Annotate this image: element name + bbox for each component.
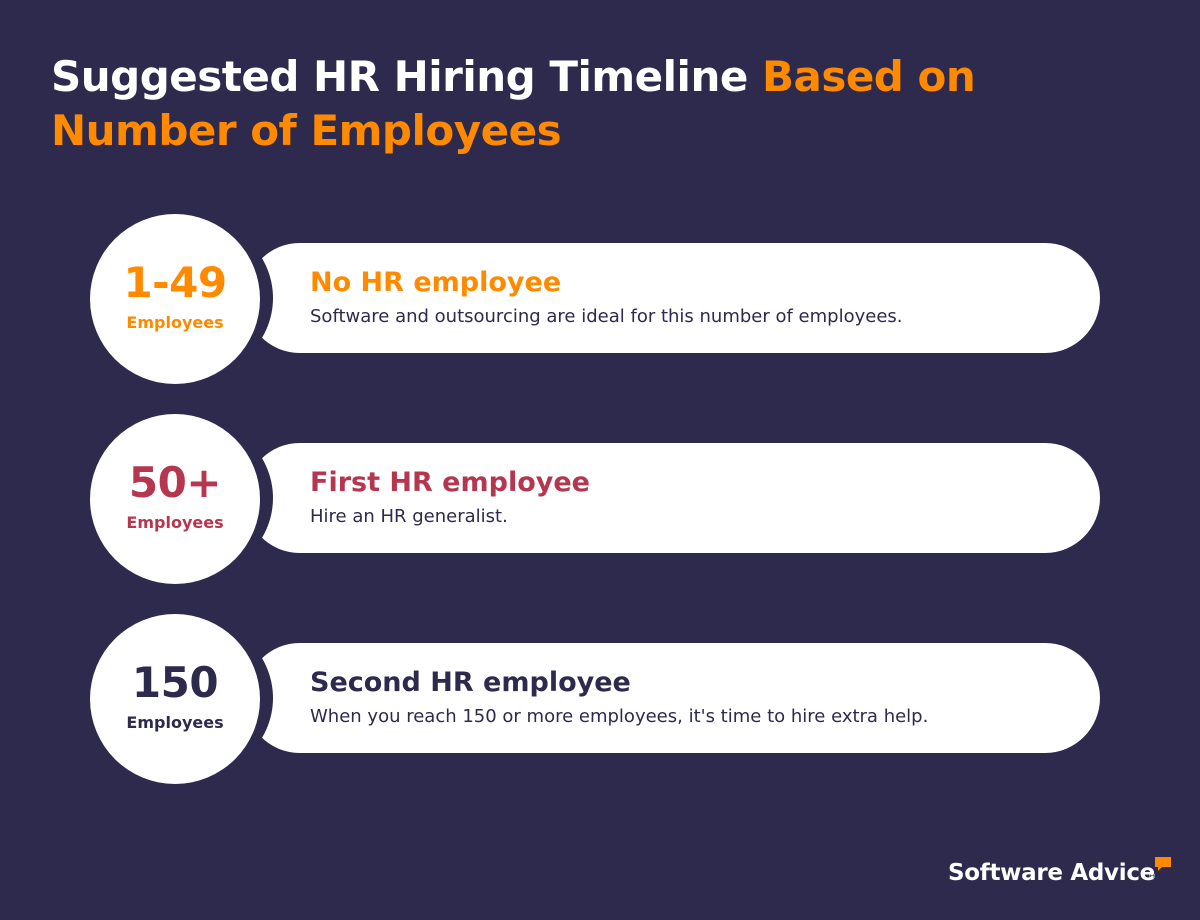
- logo-registered-mark: ®: [1148, 872, 1156, 881]
- timeline-card-1: [245, 243, 1100, 353]
- timeline-card-3: [245, 643, 1100, 753]
- employee-count-number: 50+: [128, 458, 222, 507]
- page-title: Suggested HR Hiring Timeline Based on Num…: [51, 50, 1051, 158]
- employee-count-badge-2: 50+ Employees: [90, 414, 260, 584]
- timeline-row-2: 50+ Employees First HR employee Hire an …: [0, 413, 1200, 584]
- employee-count-number: 1-49: [123, 258, 227, 307]
- timeline-card-2: [245, 443, 1100, 553]
- timeline-heading-2: First HR employee: [310, 467, 590, 498]
- timeline-heading-1: No HR employee: [310, 267, 562, 298]
- employee-count-badge-1: 1-49 Employees: [90, 214, 260, 384]
- employee-count-badge-3: 150 Employees: [90, 614, 260, 784]
- timeline-description-2: Hire an HR generalist.: [310, 506, 508, 527]
- employee-count-unit: Employees: [126, 713, 224, 732]
- title-highlight-2: Number of Employees: [51, 106, 562, 155]
- title-highlight-1: Based on: [761, 52, 976, 101]
- timeline-heading-3: Second HR employee: [310, 667, 631, 698]
- employee-count-unit: Employees: [126, 513, 224, 532]
- speech-bubble-icon: [1155, 857, 1171, 871]
- timeline-description-1: Software and outsourcing are ideal for t…: [310, 306, 903, 327]
- employee-count-unit: Employees: [126, 313, 224, 332]
- title-part-1: Suggested HR Hiring Timeline: [51, 52, 762, 101]
- timeline-description-3: When you reach 150 or more employees, it…: [310, 706, 929, 727]
- timeline-row-3: 150 Employees Second HR employee When yo…: [0, 613, 1200, 784]
- logo-wordmark: Software Advice: [948, 860, 1155, 886]
- employee-count-number: 150: [131, 658, 219, 707]
- timeline-row-1: 1-49 Employees No HR employee Software a…: [0, 213, 1200, 384]
